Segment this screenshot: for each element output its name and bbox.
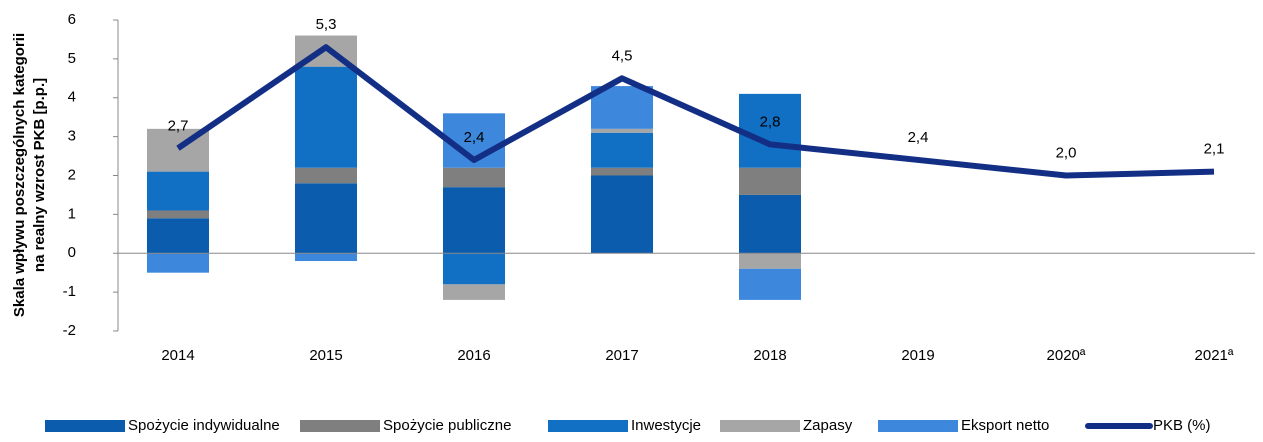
legend-swatch <box>300 420 380 432</box>
x-tick-label: 2017 <box>605 347 638 364</box>
bar-segment <box>295 167 357 184</box>
legend-swatch <box>878 420 958 432</box>
data-label: 2,1 <box>1204 141 1225 158</box>
bar-segment <box>147 210 209 219</box>
data-label: 2,0 <box>1056 144 1077 161</box>
y-axis-label: Skala wpływu poszczególnych kategorii <box>11 33 28 317</box>
y-axis-label: na realny wzrost PKB [p.p.] <box>31 78 48 272</box>
legend-label: Spożycie publiczne <box>383 417 511 434</box>
legend-label: Zapasy <box>803 417 853 434</box>
bar-segment <box>739 194 801 254</box>
x-tick-label: 2020ª <box>1047 347 1086 364</box>
data-label: 2,8 <box>760 113 781 130</box>
bar-segment <box>147 218 209 254</box>
data-label: 2,4 <box>464 129 485 146</box>
bar-segment <box>591 167 653 176</box>
bar-segment <box>591 128 653 133</box>
bar-segment <box>443 167 505 188</box>
bar-segment <box>443 253 505 285</box>
legend-label: Eksport netto <box>961 417 1049 434</box>
bar-segment <box>739 167 801 195</box>
data-label: 4,5 <box>612 47 633 64</box>
x-tick-label: 2014 <box>161 347 194 364</box>
y-tick-label: 5 <box>68 50 76 67</box>
x-tick-label: 2021ª <box>1195 347 1234 364</box>
bar-segment <box>295 253 357 262</box>
x-tick-label: 2018 <box>753 347 786 364</box>
legend-label: Spożycie indywidualne <box>128 417 280 434</box>
bar-segment <box>443 284 505 300</box>
y-tick-label: 6 <box>68 11 76 28</box>
bar-segment <box>591 86 653 129</box>
x-tick-label: 2019 <box>901 347 934 364</box>
bar-segment <box>443 187 505 254</box>
x-tick-label: 2015 <box>309 347 342 364</box>
legend-swatch <box>548 420 628 432</box>
y-tick-label: 0 <box>68 244 76 261</box>
data-label: 5,3 <box>316 16 337 33</box>
legend-label: PKB (%) <box>1153 417 1211 434</box>
bar-segment <box>147 253 209 273</box>
bar-segment <box>739 93 801 168</box>
bar-segment <box>739 268 801 300</box>
y-tick-label: -1 <box>63 283 76 300</box>
legend-label: Inwestycje <box>631 417 701 434</box>
data-label: 2,4 <box>908 129 929 146</box>
legend-swatch <box>45 420 125 432</box>
bar-segment <box>591 132 653 168</box>
y-tick-label: 3 <box>68 128 76 145</box>
y-tick-label: 2 <box>68 166 76 183</box>
legend-swatch <box>720 420 800 432</box>
bar-segment <box>147 171 209 211</box>
y-tick-label: 1 <box>68 205 76 222</box>
bar-segment <box>295 183 357 254</box>
data-label: 2,7 <box>168 117 189 134</box>
bar-segment <box>295 66 357 168</box>
bar-segment <box>591 175 653 254</box>
y-tick-label: 4 <box>68 89 76 106</box>
x-tick-label: 2016 <box>457 347 490 364</box>
bar-segment <box>739 253 801 269</box>
line <box>176 44 1215 179</box>
y-tick-label: -2 <box>63 322 76 339</box>
